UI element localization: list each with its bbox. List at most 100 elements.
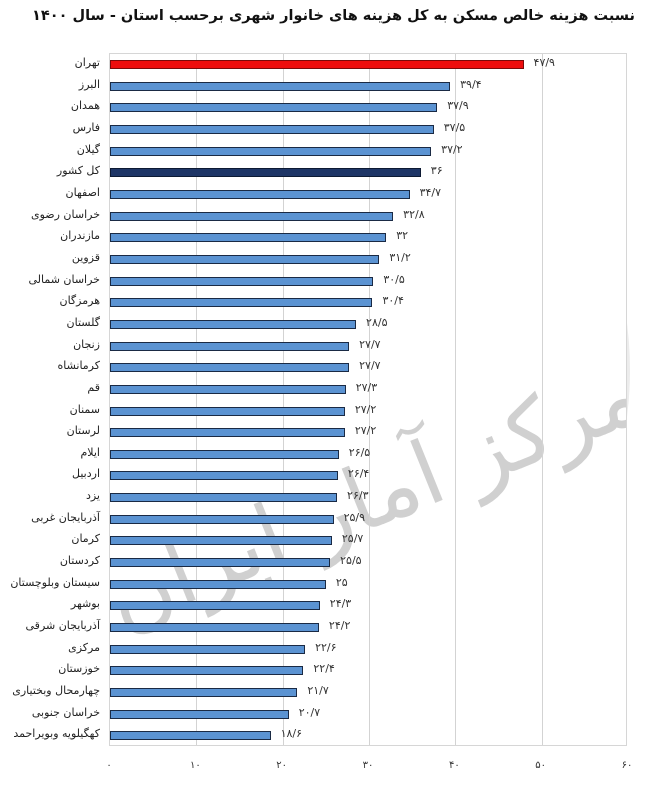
bar-row: ۲۵ [110,574,626,596]
value-label: ۲۶/۴ [347,467,370,481]
category-label: سمنان [69,402,100,416]
value-label: ۴۷/۹ [533,56,555,69]
bar [110,644,306,654]
category-label: خراسان رضوی [30,207,100,221]
category-label: گیلان [76,142,100,156]
bar [110,406,345,416]
bar-row: ۳۱/۲ [110,249,626,271]
bar-row: ۲۷/۳ [110,379,626,401]
bar [110,579,326,589]
category-label: همدان [70,99,100,113]
value-label: ۳۲ [396,229,409,243]
x-tick-label: ۳۰ [362,760,374,771]
category-label: لرستان [66,424,100,438]
value-label: ۲۵/۵ [340,554,362,568]
value-label: ۳۷/۹ [447,99,469,113]
bar-row: ۲۸/۵ [110,314,626,336]
bar-row: ۳۹/۴ [110,76,626,98]
bar [110,688,298,698]
category-label: کل کشور [56,164,100,178]
bar [110,536,332,546]
x-tick-label: ۴۰ [448,760,460,771]
bar [110,449,339,459]
bar [110,514,334,524]
x-tick-label: ۰ [106,760,112,771]
bar-row: ۱۸/۶ [110,725,626,745]
category-label: خراسان جنوبی [31,705,100,719]
gridline [369,54,370,745]
bar [110,254,380,264]
bar [110,731,271,741]
category-label: بوشهر [70,597,100,611]
bar [110,233,387,243]
bar-row: ۴۷/۹ [110,54,626,76]
gridline [282,54,284,745]
bar [110,189,410,199]
category-label: اصفهان [65,185,100,199]
bar-row: ۲۶/۴ [110,465,626,487]
category-label: آذربایجان شرقی [25,619,100,633]
category-label: فارس [72,120,100,134]
bar [110,211,394,221]
gridline [196,54,198,745]
value-label: ۲۷/۲ [354,402,377,416]
category-label: گلستان [66,315,100,329]
bar-row: ۲۷/۲ [110,422,626,444]
category-label: خراسان شمالی [28,272,100,286]
category-label: کهگیلویه وبویراحمد [13,727,100,741]
bar [110,471,338,481]
bar [110,124,434,134]
bar-row: ۲۵/۵ [110,552,626,574]
bar [110,428,345,438]
value-label: ۳۱/۲ [389,250,411,264]
value-label: ۱۸/۶ [280,727,303,741]
bar-row: ۳۷/۲ [110,141,626,163]
bar-row: ۳۲ [110,227,626,249]
bar [110,558,331,568]
value-label: ۳۰/۵ [383,272,405,286]
value-label: ۲۴/۳ [329,597,352,611]
category-label: ایلام [80,445,101,459]
category-label: قم [87,380,100,394]
bar [110,493,338,503]
bar-row: ۲۶/۳ [110,487,626,509]
bar [110,60,524,69]
value-label: ۲۷/۷ [359,337,381,351]
bar [110,276,374,286]
bar-row: ۳۶ [110,162,626,184]
bar [110,146,432,156]
plot-area: مرکز آمار ایران ۴۷/۹ ۳۹/۴ ۳۷/۹ ۳۷/۵ ۳۷/۲ ۳۶ ۳۴… [109,53,627,746]
category-label: یزد [85,489,100,503]
bar [110,363,350,373]
bar-row: ۲۴/۳ [110,595,626,617]
category-label: کردستان [59,554,100,568]
bar-row: ۳۷/۹ [110,97,626,119]
category-label: کرمان [71,532,100,546]
category-label: مازندران [60,229,100,243]
value-label: ۳۶ [430,164,443,178]
category-label: آذربایجان غربی [31,510,100,524]
bar [110,319,357,329]
value-label: ۲۲/۶ [315,640,337,654]
x-tick-label: ۵۰ [535,760,547,771]
value-label: ۲۵/۷ [341,532,364,546]
value-label: ۳۹/۴ [460,77,482,91]
category-label: سیستان وبلوچستان [10,575,100,589]
bar [110,103,438,113]
category-label: زنجان [73,337,100,351]
bar [110,601,320,611]
bar [110,666,304,676]
bar-row: ۲۵/۹ [110,509,626,531]
bar-row: ۲۲/۶ [110,639,626,661]
bar-row: ۳۴/۷ [110,184,626,206]
bar-row: ۳۰/۴ [110,292,626,314]
bar [110,384,346,394]
value-label: ۲۴/۲ [328,619,351,633]
value-label: ۳۰/۴ [382,294,404,308]
x-tick-label: ۶۰ [621,760,633,771]
value-label: ۲۰/۷ [298,705,321,719]
category-label: تهران [74,56,100,69]
value-label: ۲۸/۵ [366,315,388,329]
bar-row: ۲۱/۷ [110,682,626,704]
value-label: ۲۵ [335,575,348,589]
